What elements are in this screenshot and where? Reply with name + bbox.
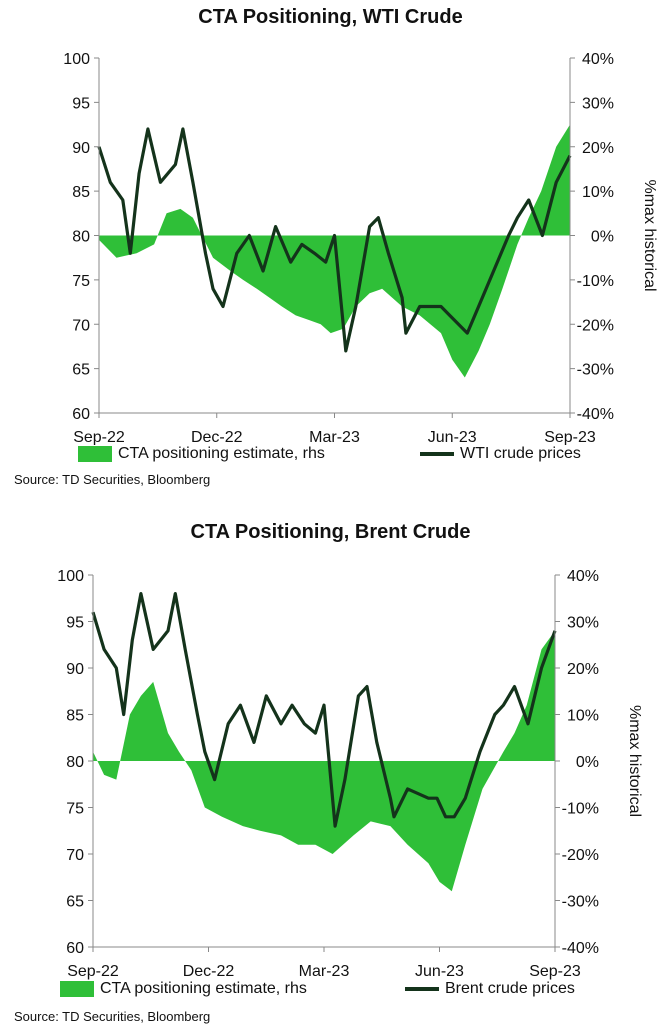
y-left-tick-label: 95 bbox=[72, 95, 90, 112]
chart-source: Source: TD Securities, Bloomberg bbox=[14, 1009, 211, 1024]
y-right-tick-label: -40% bbox=[562, 940, 599, 957]
chart-plot: 60 65 70 75 80 85 90 95 100 -40% -30% -20% -10% 0% 10%… bbox=[57, 568, 643, 980]
y-right-axis-label: %max historical bbox=[641, 179, 658, 291]
y-left-tick-label: 70 bbox=[66, 847, 84, 864]
y-right-tick-label: -20% bbox=[562, 847, 599, 864]
x-tick-label: Sep-22 bbox=[73, 429, 125, 445]
y-left-tick-label: 90 bbox=[72, 140, 90, 157]
x-tick-label: Mar-23 bbox=[299, 963, 350, 980]
y-right-tick-label: 0% bbox=[576, 754, 599, 771]
series-area-cta-positioning bbox=[93, 630, 555, 892]
legend-swatch-area bbox=[78, 446, 112, 462]
legend-swatch-area bbox=[60, 981, 94, 997]
legend-item-area: CTA positioning estimate, rhs bbox=[60, 980, 307, 998]
y-left-tick-label: 80 bbox=[66, 754, 84, 771]
series-line-crude-prices bbox=[91, 592, 557, 828]
legend-label-line: WTI crude prices bbox=[460, 445, 581, 462]
legend-swatch-line bbox=[420, 452, 454, 456]
x-tick-label: Dec-22 bbox=[183, 963, 235, 980]
y-right-tick-label: 10% bbox=[582, 184, 614, 201]
y-left-tick-label: 65 bbox=[66, 894, 84, 911]
y-left-tick-label: 85 bbox=[72, 184, 90, 201]
y-right-tick-label: 30% bbox=[582, 95, 614, 112]
legend-swatch-line bbox=[405, 987, 439, 991]
y-right-tick-label: 0% bbox=[591, 229, 614, 246]
legend-label-area: CTA positioning estimate, rhs bbox=[118, 445, 325, 462]
y-left-tick-label: 65 bbox=[72, 362, 90, 379]
x-tick-label: Mar-23 bbox=[309, 429, 360, 445]
y-right-tick-label: 20% bbox=[582, 140, 614, 157]
y-left-tick-label: 95 bbox=[66, 615, 84, 632]
x-tick-label: Sep-23 bbox=[544, 429, 596, 445]
y-left-tick-label: 100 bbox=[63, 51, 90, 68]
x-tick-label: Dec-22 bbox=[191, 429, 243, 445]
legend-label-line: Brent crude prices bbox=[445, 980, 575, 997]
y-left-tick-label: 70 bbox=[72, 317, 90, 334]
y-right-tick-label: 30% bbox=[567, 615, 599, 632]
y-left-tick-label: 60 bbox=[72, 406, 90, 423]
y-right-tick-label: 20% bbox=[567, 661, 599, 678]
x-tick-label: Jun-23 bbox=[428, 429, 477, 445]
y-right-tick-label: -30% bbox=[577, 362, 614, 379]
y-right-tick-label: -40% bbox=[577, 406, 614, 423]
y-right-tick-label: -10% bbox=[562, 801, 599, 818]
x-tick-label: Jun-23 bbox=[415, 963, 464, 980]
chart-plot: 60 65 70 75 80 85 90 95 100 -40% -30% -20% -10% 0% 10%… bbox=[63, 51, 658, 445]
series-line-crude-prices bbox=[97, 127, 572, 353]
y-left-tick-label: 75 bbox=[66, 801, 84, 818]
y-right-tick-label: 40% bbox=[567, 568, 599, 585]
y-left-tick-label: 80 bbox=[72, 229, 90, 246]
chart-title: CTA Positioning, Brent Crude bbox=[190, 521, 471, 543]
y-left-tick-label: 90 bbox=[66, 661, 84, 678]
chart-panel-brent: CTA Positioning, Brent Crude 60 65 70 75 80 8… bbox=[0, 515, 661, 1031]
y-left-tick-label: 100 bbox=[57, 568, 84, 585]
y-right-tick-label: 40% bbox=[582, 51, 614, 68]
y-right-tick-label: -20% bbox=[577, 317, 614, 334]
y-left-tick-label: 60 bbox=[66, 940, 84, 957]
legend-item-line: Brent crude prices bbox=[405, 980, 575, 998]
y-left-tick-label: 85 bbox=[66, 708, 84, 725]
legend-item-area: CTA positioning estimate, rhs bbox=[78, 445, 325, 463]
chart-panel-wti: CTA Positioning, WTI Crude 60 65 70 75 80 85 9… bbox=[0, 0, 661, 500]
y-left-tick-label: 75 bbox=[72, 273, 90, 290]
y-right-tick-label: 10% bbox=[567, 708, 599, 725]
chart-title: CTA Positioning, WTI Crude bbox=[198, 6, 463, 28]
x-tick-label: Sep-22 bbox=[67, 963, 119, 980]
y-right-axis-label: %max historical bbox=[626, 705, 643, 817]
y-right-tick-label: -30% bbox=[562, 894, 599, 911]
chart-source: Source: TD Securities, Bloomberg bbox=[14, 472, 211, 487]
x-tick-label: Sep-23 bbox=[529, 963, 581, 980]
y-right-tick-label: -10% bbox=[577, 273, 614, 290]
legend-label-area: CTA positioning estimate, rhs bbox=[100, 980, 307, 997]
legend-item-line: WTI crude prices bbox=[420, 445, 581, 463]
